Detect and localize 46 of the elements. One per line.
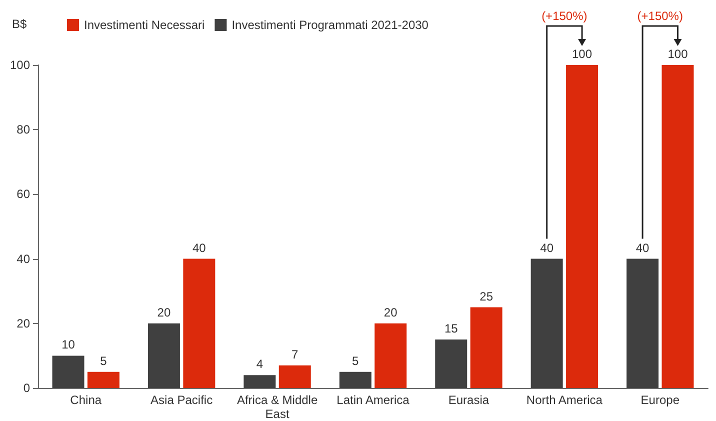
x-tick-label: North America [526,393,603,407]
data-label: 20 [384,305,398,320]
bar [339,372,372,388]
data-label: 25 [480,289,494,304]
y-tick-label: 80 [16,122,30,137]
bar [183,258,216,388]
data-label: 7 [292,347,299,362]
bar [662,65,694,388]
text: (+150%) [542,9,588,23]
data-label: 15 [444,322,458,336]
legend-label: Investimenti Necessari [84,18,205,32]
y-tick-label: 40 [16,252,30,266]
y-tick-label: 100 [10,58,30,72]
data-label: 40 [540,240,554,255]
data-label: 10 [62,338,76,352]
y-tick-label: 0 [23,381,30,395]
y-tick-label: 20 [16,316,30,330]
bar [626,258,659,388]
data-label: 40 [192,240,206,255]
text: (+150%) [637,9,683,23]
y-axis-title: B$ [12,17,28,31]
data-label: 40 [636,240,650,255]
data-label: 20 [157,305,171,320]
data-label: 5 [100,354,108,368]
bar [278,365,311,388]
x-tick-label: Latin America [336,393,410,407]
bar [52,356,84,388]
x-tick-label: Europe [640,393,680,407]
bar [374,323,407,388]
data-label: 5 [352,354,360,368]
bar [530,258,563,388]
bar [87,372,120,388]
bar [566,65,598,388]
y-tick-label: 60 [16,187,30,202]
bar [148,323,180,388]
x-tick-label: Eurasia [448,393,490,407]
bar [470,307,502,388]
x-tick-label: China [70,393,102,407]
legend-label: Investimenti Programmati 2021-2030 [232,18,429,32]
data-label: 4 [256,357,264,372]
data-label: 100 [668,47,688,61]
x-tick-label: Asia Pacific [150,393,213,407]
bar [244,375,276,388]
bar [435,340,468,388]
data-label: 100 [572,47,592,61]
x-tick-label: Africa & Middle East [236,393,318,421]
